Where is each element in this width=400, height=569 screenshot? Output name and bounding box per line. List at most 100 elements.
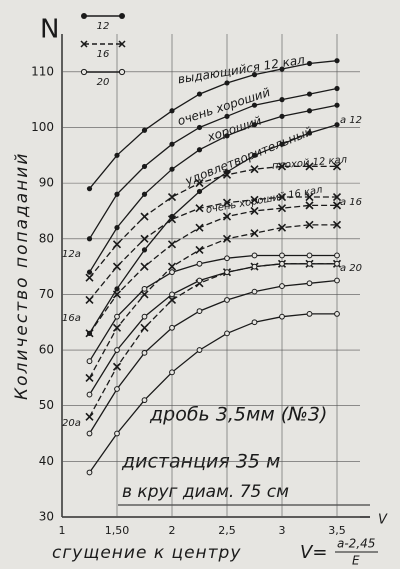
series-line xyxy=(88,104,338,273)
point xyxy=(140,212,149,221)
point xyxy=(332,162,342,171)
series-line xyxy=(88,87,338,240)
y-tick-label: 100 xyxy=(31,120,54,134)
point xyxy=(141,397,148,404)
point xyxy=(85,373,94,382)
annotation: а 20 xyxy=(340,263,362,274)
y-symbol: N xyxy=(40,15,59,45)
point xyxy=(86,469,93,476)
point xyxy=(332,220,342,229)
point xyxy=(141,285,148,292)
point xyxy=(85,412,94,421)
point xyxy=(112,262,122,271)
point xyxy=(112,240,122,249)
series-line xyxy=(88,263,337,395)
y-tick-label: 50 xyxy=(39,398,54,412)
point xyxy=(306,252,313,259)
point xyxy=(250,165,259,174)
y-axis-label: Количество попаданий xyxy=(12,152,32,400)
point xyxy=(251,122,258,128)
annotation: а 16 xyxy=(340,197,362,208)
point xyxy=(114,191,120,197)
annotation: 12а xyxy=(62,249,81,260)
point xyxy=(305,162,314,171)
point xyxy=(114,386,120,392)
point xyxy=(305,192,314,202)
annotation: 16а xyxy=(62,313,81,324)
point xyxy=(222,212,232,221)
point xyxy=(279,252,285,259)
annotation: 20а xyxy=(62,418,81,429)
y-tick-label: 60 xyxy=(39,343,54,357)
y-tick-label: 70 xyxy=(39,287,54,301)
x-tick-label: 3 xyxy=(279,524,286,537)
point xyxy=(332,201,342,210)
point xyxy=(140,234,149,243)
point xyxy=(279,283,285,289)
point xyxy=(167,262,177,271)
point xyxy=(332,192,342,202)
point xyxy=(277,162,287,171)
legend-label: 20 xyxy=(97,77,110,88)
point xyxy=(112,362,122,371)
annotation: в круг диам. 75 см xyxy=(122,482,289,502)
point xyxy=(306,60,313,67)
x-formula-numerator: a-2,45 xyxy=(337,537,375,551)
point xyxy=(277,223,287,232)
y-tick-label: 40 xyxy=(39,454,54,468)
point xyxy=(169,291,175,298)
point xyxy=(114,347,120,353)
point xyxy=(279,113,285,119)
point xyxy=(169,324,175,331)
point xyxy=(224,113,230,119)
point xyxy=(86,269,93,275)
y-tick-label: 30 xyxy=(39,510,54,524)
point xyxy=(114,286,120,292)
point xyxy=(334,102,340,108)
point xyxy=(196,260,203,267)
point xyxy=(196,347,203,353)
point xyxy=(224,330,230,337)
point xyxy=(224,80,230,86)
point xyxy=(195,245,204,254)
point xyxy=(222,198,232,207)
legend-label: 16 xyxy=(97,49,110,60)
point xyxy=(250,229,259,238)
point xyxy=(334,260,340,267)
point xyxy=(114,313,120,320)
point xyxy=(196,277,203,284)
point xyxy=(224,133,230,139)
point xyxy=(279,313,285,320)
x-formula-denominator: E xyxy=(352,554,360,568)
annotation: дробь 3,5мм (№3) xyxy=(149,404,327,426)
point xyxy=(306,91,313,97)
point xyxy=(141,191,148,197)
point xyxy=(251,319,258,326)
point xyxy=(224,297,230,303)
y-tick-label: 90 xyxy=(39,176,54,190)
series-line xyxy=(88,224,337,379)
series-line xyxy=(88,124,338,334)
point xyxy=(251,72,258,78)
x-formula-lhs: V= xyxy=(300,542,327,563)
point xyxy=(224,269,230,276)
point xyxy=(114,152,120,158)
point xyxy=(279,141,285,147)
x-tick-label: 2 xyxy=(169,524,176,537)
point xyxy=(306,310,313,317)
point xyxy=(140,323,149,332)
legend-marker xyxy=(81,13,87,19)
point xyxy=(305,220,314,229)
point xyxy=(196,308,203,315)
point xyxy=(112,290,122,299)
legend-marker xyxy=(118,40,126,48)
point xyxy=(195,204,204,213)
point xyxy=(167,295,177,305)
point xyxy=(251,263,258,270)
annotation: плохой 12 кал xyxy=(272,154,349,172)
x-tick-label: 1,50 xyxy=(105,524,130,537)
point xyxy=(251,288,258,295)
series-line xyxy=(88,165,337,279)
point xyxy=(251,152,258,158)
point xyxy=(85,295,94,305)
